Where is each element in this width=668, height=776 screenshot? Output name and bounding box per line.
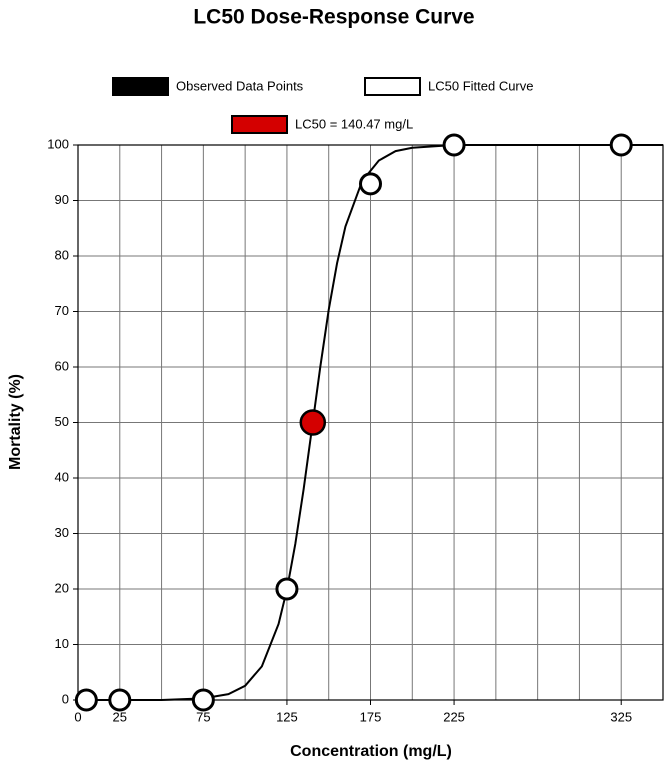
x-axis-label: Concentration (mg/L) (290, 743, 452, 760)
y-tick-label: 100 (47, 136, 69, 151)
y-tick-label: 20 (55, 580, 69, 595)
chart-title: LC50 Dose-Response Curve (193, 6, 474, 29)
lc50-point (299, 409, 327, 436)
x-tick-label: 25 (113, 709, 127, 724)
data-point (609, 133, 633, 157)
y-tick-label: 70 (55, 303, 69, 318)
y-tick-label: 50 (55, 414, 69, 429)
x-tick-label: 325 (610, 709, 632, 724)
x-tick-label: 75 (196, 709, 210, 724)
x-tick-label: 175 (360, 709, 382, 724)
y-tick-label: 30 (55, 525, 69, 540)
legend-swatch (112, 77, 169, 96)
data-point (74, 688, 98, 712)
data-point (359, 172, 382, 196)
y-tick-label: 0 (62, 691, 69, 706)
y-tick-label: 80 (55, 247, 69, 262)
data-point (442, 133, 466, 157)
y-tick-label: 90 (55, 192, 69, 207)
y-tick-label: 10 (55, 636, 69, 651)
legend-label: Observed Data Points (176, 78, 304, 93)
legend-swatch (231, 115, 288, 134)
x-tick-label: 0 (74, 709, 81, 724)
data-point (191, 688, 215, 712)
data-point (275, 577, 299, 601)
legend-label: LC50 Fitted Curve (428, 78, 534, 93)
data-point (108, 688, 132, 712)
x-tick-label: 125 (276, 709, 298, 724)
legend-label: LC50 = 140.47 mg/L (295, 116, 413, 131)
legend-swatch (364, 77, 421, 96)
y-tick-label: 60 (55, 358, 69, 373)
fitted-curve (78, 144, 663, 701)
y-tick-label: 40 (55, 469, 69, 484)
y-axis-label: Mortality (%) (7, 374, 24, 470)
x-tick-label: 225 (443, 709, 465, 724)
